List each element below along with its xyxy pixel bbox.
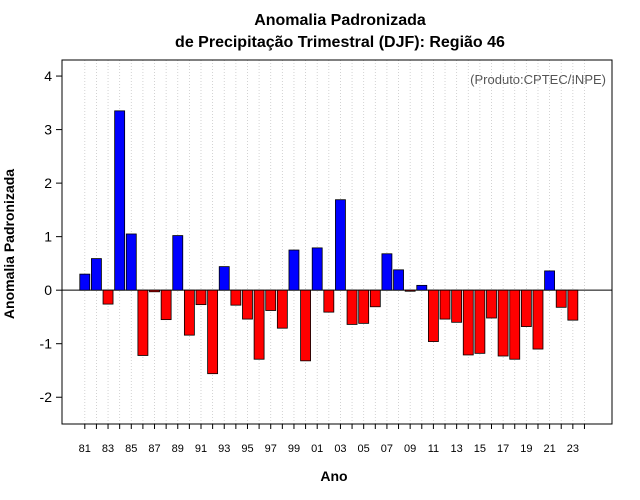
bar-88: [160, 289, 172, 321]
bar-97: [265, 289, 277, 311]
x-tick-label: 23: [567, 443, 579, 455]
bar-23: [567, 289, 579, 321]
bar-12: [439, 289, 451, 320]
bar-18: [509, 289, 521, 360]
x-tick-label: 09: [404, 443, 416, 455]
x-tick-label: 81: [79, 443, 91, 455]
x-tick-label: 85: [125, 443, 137, 455]
x-tick-label: 89: [172, 443, 184, 455]
bar-03: [335, 199, 346, 291]
y-axis-title: Anomalia Padronizada: [1, 169, 17, 319]
x-tick-label: 15: [474, 443, 486, 455]
y-tick-label: -2: [40, 389, 53, 405]
x-tick-label: 03: [334, 443, 346, 455]
y-tick-label: 1: [44, 229, 52, 245]
bar-11: [427, 289, 439, 342]
bar-07: [381, 253, 393, 291]
y-tick-label: 4: [44, 68, 52, 84]
bar-02: [323, 289, 335, 313]
bar-81: [79, 273, 91, 291]
x-tick-label: 01: [311, 443, 323, 455]
x-tick-label: 95: [241, 443, 253, 455]
bar-83: [102, 289, 114, 305]
bar-13: [451, 289, 463, 323]
bar-17: [497, 289, 509, 357]
bar-90: [183, 289, 195, 336]
bar-00: [300, 289, 311, 362]
bar-99: [288, 249, 300, 291]
x-tick-label: 91: [195, 443, 207, 455]
x-tick-label: 17: [497, 443, 509, 455]
bar-06: [369, 289, 381, 308]
bar-95: [242, 289, 253, 320]
x-tick-label: 97: [265, 443, 277, 455]
grid-layer: [62, 60, 612, 424]
bar-04: [346, 289, 358, 325]
plot-frame: [61, 59, 613, 425]
bar-94: [230, 289, 242, 306]
bar-82: [91, 258, 102, 291]
bar-98: [276, 289, 288, 329]
bar-93: [218, 266, 230, 291]
x-tick-label: 07: [381, 443, 393, 455]
bar-86: [137, 289, 149, 356]
chart-title-line2: de Precipitação Trimestral (DJF): Região…: [175, 34, 505, 51]
x-axis: 81 83 85 87 89 91 93 95 97 99 01 03 05 07 09 11 13 15 17 19…: [79, 424, 585, 455]
bar-19: [520, 289, 532, 327]
x-tick-label: 87: [148, 443, 160, 455]
bar-85: [125, 233, 137, 291]
x-tick-label: 93: [218, 443, 230, 455]
bar-96: [253, 289, 265, 360]
bar-92: [207, 289, 219, 375]
bar-01: [311, 247, 323, 291]
bar-05: [358, 289, 370, 324]
y-axis: -2 -1 0 1 2 3 4: [40, 68, 62, 405]
x-tick-label: 99: [288, 443, 300, 455]
bar-20: [532, 289, 544, 350]
x-tick-label: 05: [358, 443, 370, 455]
bar-87: [149, 289, 160, 293]
bar-14: [462, 289, 474, 356]
bar-15: [474, 289, 486, 354]
x-tick-label: 83: [102, 443, 114, 455]
bar-89: [172, 235, 184, 291]
y-tick-label: 3: [44, 122, 52, 138]
bar-16: [486, 289, 497, 319]
x-tick-label: 21: [543, 443, 555, 455]
bar-22: [555, 289, 567, 308]
bar-10: [416, 284, 428, 291]
y-tick-label: 2: [44, 175, 52, 191]
credit-annotation: (Produto:CPTEC/INPE): [470, 72, 606, 87]
x-tick-label: 11: [428, 443, 439, 455]
y-tick-label: 0: [44, 282, 52, 298]
bar-08: [393, 269, 404, 291]
x-tick-label: 19: [520, 443, 532, 455]
bar-91: [195, 289, 207, 306]
bar-09: [404, 289, 416, 292]
bar-84: [114, 110, 126, 291]
y-tick-label: -1: [40, 336, 53, 352]
x-axis-title: Ano: [320, 468, 347, 484]
bars-layer: [79, 110, 579, 375]
chart-title-line1: Anomalia Padronizada: [254, 12, 426, 29]
x-tick-label: 13: [451, 443, 463, 455]
bar-21: [544, 270, 555, 291]
